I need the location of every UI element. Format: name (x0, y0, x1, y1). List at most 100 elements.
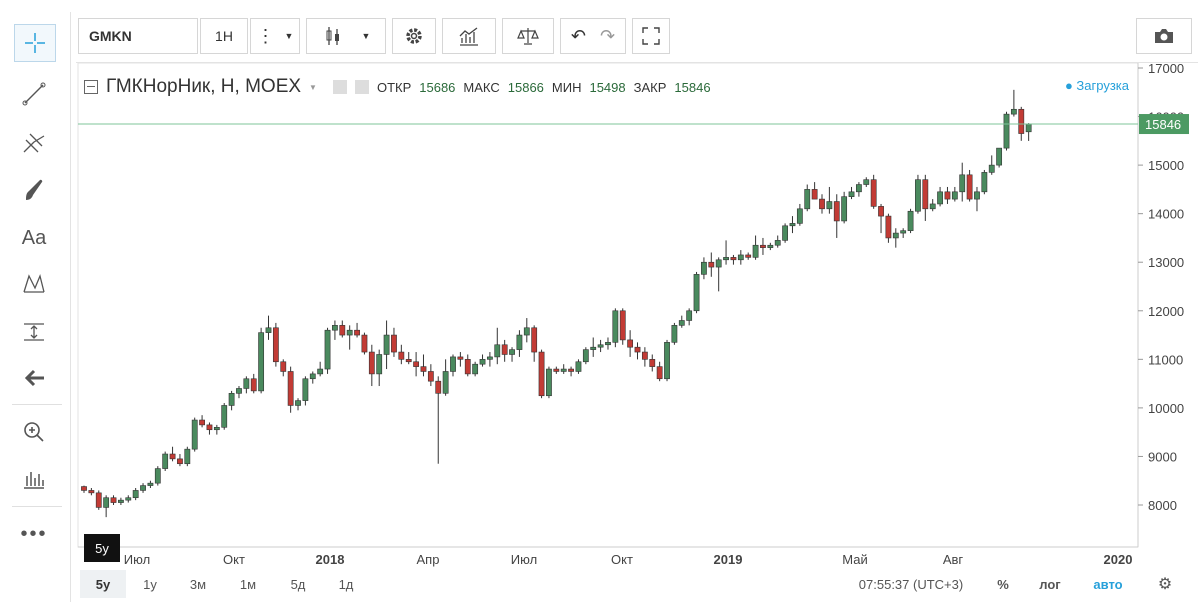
range-1y[interactable]: 1у (130, 570, 170, 598)
more-vertical-icon: ⋮ (256, 25, 275, 46)
open-value: 15686 (419, 79, 456, 95)
range-3m[interactable]: 3м (176, 570, 220, 598)
crosshair-tool[interactable] (14, 24, 56, 62)
log-text: лог (1039, 576, 1061, 592)
candle (81, 485, 87, 493)
chevron-down-icon[interactable]: ▼ (309, 82, 317, 92)
price-tick-label: 15000 (1148, 158, 1184, 173)
candle (354, 322, 360, 338)
candle-body (664, 342, 670, 380)
time-axis: Июл Окт 2018 Апр Июл Окт 2019 Май Авг 2020 (124, 552, 1133, 567)
candle (641, 347, 648, 367)
collapse-legend-icon[interactable] (84, 80, 98, 94)
text-tool[interactable]: Aa (14, 220, 54, 256)
trend-line-tool[interactable] (14, 76, 54, 112)
measure-tool[interactable] (14, 314, 54, 350)
auto-scale-toggle[interactable]: авто (1084, 570, 1132, 598)
price-tick-label: 13000 (1148, 255, 1184, 270)
percent-scale-toggle[interactable]: % (988, 570, 1018, 598)
chevron-down-icon: ▼ (284, 31, 294, 41)
range-label: 1м (239, 576, 257, 592)
pattern-tool[interactable] (14, 266, 54, 302)
clock-timezone[interactable]: 07:55:37 (UTC+3) (846, 570, 976, 598)
zoom-tool[interactable] (14, 414, 54, 450)
candle-body (472, 363, 479, 375)
settings-button[interactable] (392, 18, 436, 54)
pitchfork-tool[interactable] (14, 124, 54, 160)
candle (686, 308, 693, 326)
candle (413, 352, 419, 377)
more-tools[interactable]: ••• (14, 516, 54, 552)
compare-button[interactable] (502, 18, 554, 54)
candle-body (796, 208, 803, 224)
indicators-button[interactable] (442, 18, 496, 54)
candle (457, 352, 464, 367)
symbol-search[interactable]: GMKN (78, 18, 198, 54)
candle-body (154, 468, 161, 484)
candle (996, 147, 1003, 168)
visibility-icon[interactable] (332, 80, 347, 94)
candle (125, 495, 132, 503)
candle (324, 327, 331, 374)
candle-body (944, 191, 951, 200)
interval-button[interactable]: 1H (200, 18, 248, 54)
candle (295, 398, 301, 411)
candle-body (125, 497, 132, 501)
candle (671, 322, 678, 345)
ruler-tool[interactable] (14, 462, 54, 498)
redo-icon[interactable]: ↷ (600, 25, 616, 46)
back-arrow-tool[interactable] (14, 360, 54, 396)
undo-icon[interactable]: ↶ (570, 25, 586, 46)
candle-body (605, 342, 611, 346)
log-scale-toggle[interactable]: лог (1030, 570, 1070, 598)
range-tooltip: 5у (84, 534, 120, 562)
range-5d[interactable]: 5д (276, 570, 320, 598)
candle (243, 376, 250, 394)
candle (693, 271, 700, 314)
range-1m[interactable]: 1м (226, 570, 270, 598)
chart-settings-button[interactable]: ⚙ (1150, 570, 1180, 598)
interval-menu-button[interactable]: ⋮ ▼ (250, 18, 300, 54)
candle-body (723, 257, 729, 261)
candle (427, 364, 434, 387)
candle (361, 332, 368, 355)
range-1d[interactable]: 1д (326, 570, 366, 598)
candle (258, 327, 265, 394)
brush-tool[interactable] (14, 172, 54, 208)
candle-body (361, 334, 368, 353)
candle (265, 315, 272, 340)
candle (287, 366, 294, 413)
candle (804, 184, 811, 212)
candle-body (841, 196, 848, 222)
candle (95, 490, 102, 510)
candle (531, 325, 538, 362)
close-value: 15846 (674, 79, 711, 95)
candle-body (937, 191, 943, 205)
time-tick-label: Авг (943, 552, 964, 567)
candle-body (915, 179, 921, 212)
candle-body (206, 424, 213, 431)
candle (782, 223, 788, 243)
fullscreen-button[interactable] (632, 18, 670, 54)
candle (280, 359, 287, 377)
candle (169, 446, 176, 462)
candle-body (265, 327, 272, 333)
candle-body (191, 419, 198, 450)
snapshot-button[interactable] (1136, 18, 1192, 54)
plot-area (77, 62, 1139, 548)
candle-body (162, 453, 169, 469)
range-5y[interactable]: 5у (80, 570, 126, 598)
candle (634, 342, 641, 360)
low-value: 15498 (589, 79, 626, 95)
candle (981, 169, 988, 195)
chart-type-button[interactable]: ▼ (306, 18, 386, 54)
candle (870, 174, 877, 209)
price-tick-label: 11000 (1148, 352, 1183, 367)
candle-body (479, 359, 486, 365)
settings-small-icon[interactable] (354, 80, 369, 94)
range-label: 1у (143, 576, 157, 592)
candle (132, 488, 139, 501)
candle (701, 257, 707, 280)
candle (1003, 111, 1010, 151)
